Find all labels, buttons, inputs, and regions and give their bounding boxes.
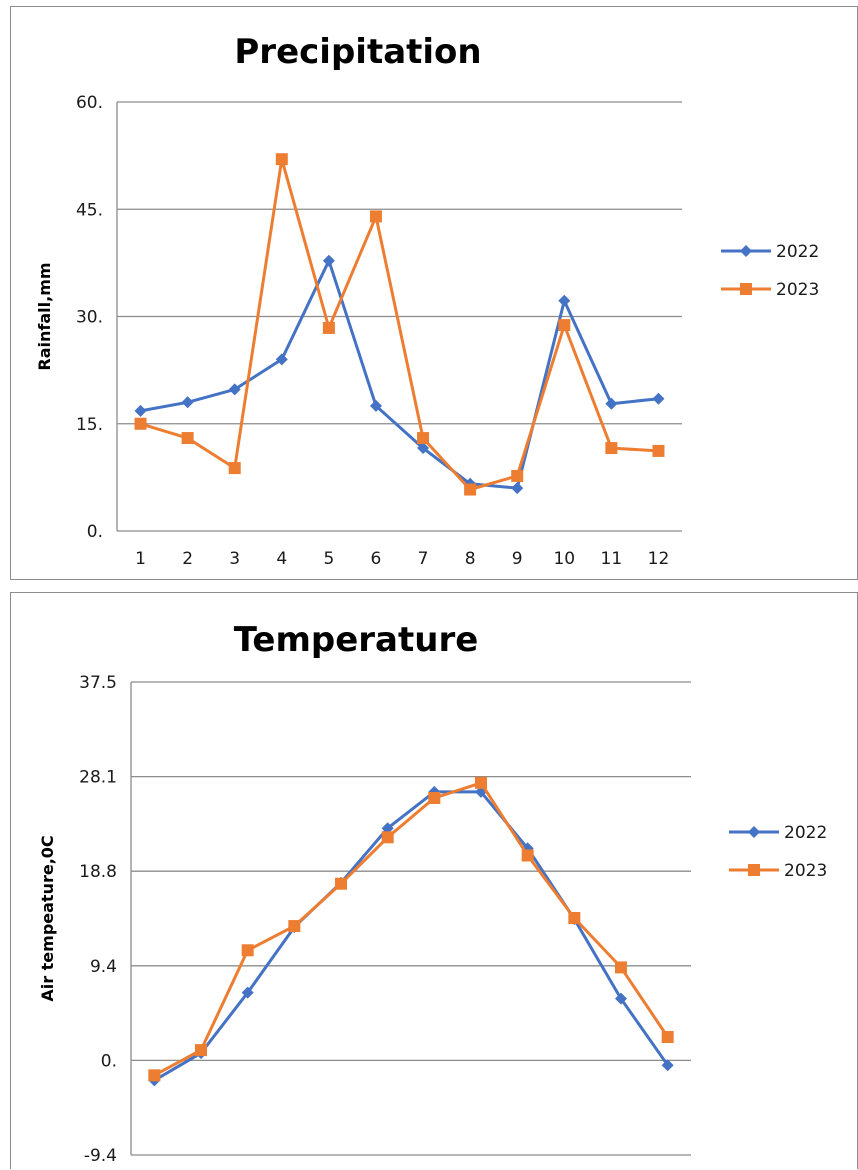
data-point-2023 xyxy=(195,1044,207,1057)
y-tick-label: 60. xyxy=(76,93,103,113)
y-tick-label: 0. xyxy=(101,1051,117,1071)
y-tick-label: -9.4 xyxy=(84,1146,117,1166)
x-tick-label: 11 xyxy=(601,549,623,569)
legend-label: 2022 xyxy=(776,242,819,262)
series-line-2022 xyxy=(153,790,669,1082)
temperature-plot: Temperature Air tempeature,0C -9.4 0. 9.4 18.… xyxy=(38,620,827,1166)
y-axis-label: Rainfall,mm xyxy=(35,262,54,370)
data-point-2023 xyxy=(511,469,524,482)
data-point-2022 xyxy=(275,353,288,366)
x-tick-label: 4 xyxy=(276,549,287,569)
legend-label: 2023 xyxy=(776,280,819,300)
x-tick-label: 6 xyxy=(371,549,382,569)
data-point-2023 xyxy=(475,776,487,789)
data-point-2023 xyxy=(148,1069,161,1082)
x-tick-label: 12 xyxy=(648,549,670,569)
data-point-2022 xyxy=(381,822,394,835)
data-point-2022 xyxy=(511,482,524,495)
data-point-2023 xyxy=(381,831,394,844)
legend-marker xyxy=(748,864,760,876)
x-tick-label: 2 xyxy=(182,549,193,569)
data-point-2023 xyxy=(464,483,477,496)
y-tick-label: 18.8 xyxy=(79,862,117,882)
y-tick-label: 45. xyxy=(76,200,103,220)
data-point-2023 xyxy=(228,462,241,475)
data-point-2022 xyxy=(134,404,147,417)
data-point-2022 xyxy=(241,986,254,999)
data-point-2023 xyxy=(275,153,288,166)
x-tick-label: 3 xyxy=(229,549,240,569)
data-point-2022 xyxy=(181,396,194,409)
y-tick-label: 15. xyxy=(76,415,103,435)
x-tick-label: 8 xyxy=(465,549,476,569)
data-point-2023 xyxy=(521,849,534,862)
data-point-2022 xyxy=(369,399,382,412)
data-point-2022 xyxy=(322,254,335,267)
x-tick-label: 1 xyxy=(135,549,146,569)
legend-marker xyxy=(740,283,752,295)
legend-marker xyxy=(740,245,752,257)
data-point-2022 xyxy=(417,442,430,455)
series-line-2023 xyxy=(153,781,669,1077)
data-point-2023 xyxy=(605,442,618,455)
data-point-2023 xyxy=(417,432,430,445)
data-point-2023 xyxy=(134,417,147,430)
chart-title: Precipitation xyxy=(234,32,481,72)
data-point-2022 xyxy=(652,392,665,405)
x-tick-label: 10 xyxy=(553,549,575,569)
series-line-2023 xyxy=(140,157,659,491)
data-point-2023 xyxy=(241,944,254,957)
y-tick-label: 9.4 xyxy=(90,957,117,977)
x-tick-label: 5 xyxy=(323,549,334,569)
data-point-2023 xyxy=(335,877,347,890)
data-point-2023 xyxy=(369,210,382,223)
data-point-2022 xyxy=(615,992,627,1005)
precipitation-chart: Precipitation Rainfall,mm 0. 15. 30. 45. 60. 1 2… xyxy=(10,6,858,580)
series-line-2022 xyxy=(140,259,659,490)
x-tick-label: 7 xyxy=(418,549,429,569)
data-point-2022 xyxy=(558,294,571,307)
data-point-2023 xyxy=(288,920,301,933)
legend-marker xyxy=(748,826,760,838)
data-point-2023 xyxy=(558,319,571,332)
chart-title: Temperature xyxy=(234,620,479,660)
legend-label: 2023 xyxy=(784,861,827,881)
y-tick-label: 30. xyxy=(76,308,103,328)
data-point-2022 xyxy=(605,397,618,410)
data-point-2023 xyxy=(652,444,665,457)
data-point-2022 xyxy=(475,785,487,798)
temperature-chart: Temperature Air tempeature,0C -9.4 0. 9.4 18.… xyxy=(10,592,858,1169)
x-tick-label: 9 xyxy=(512,549,523,569)
y-axis-label: Air tempeature,0C xyxy=(38,835,57,1001)
data-point-2022 xyxy=(228,383,241,396)
data-point-2023 xyxy=(615,961,627,974)
data-point-2023 xyxy=(181,432,194,445)
data-point-2023 xyxy=(661,1031,674,1044)
y-tick-label: 37.5 xyxy=(79,673,117,693)
data-point-2023 xyxy=(428,791,441,804)
data-point-2023 xyxy=(322,321,335,334)
y-tick-label: 28.1 xyxy=(79,768,117,788)
y-tick-label: 0. xyxy=(87,522,103,542)
legend-label: 2022 xyxy=(784,823,827,843)
data-point-2022 xyxy=(661,1059,674,1072)
data-point-2023 xyxy=(568,911,581,924)
